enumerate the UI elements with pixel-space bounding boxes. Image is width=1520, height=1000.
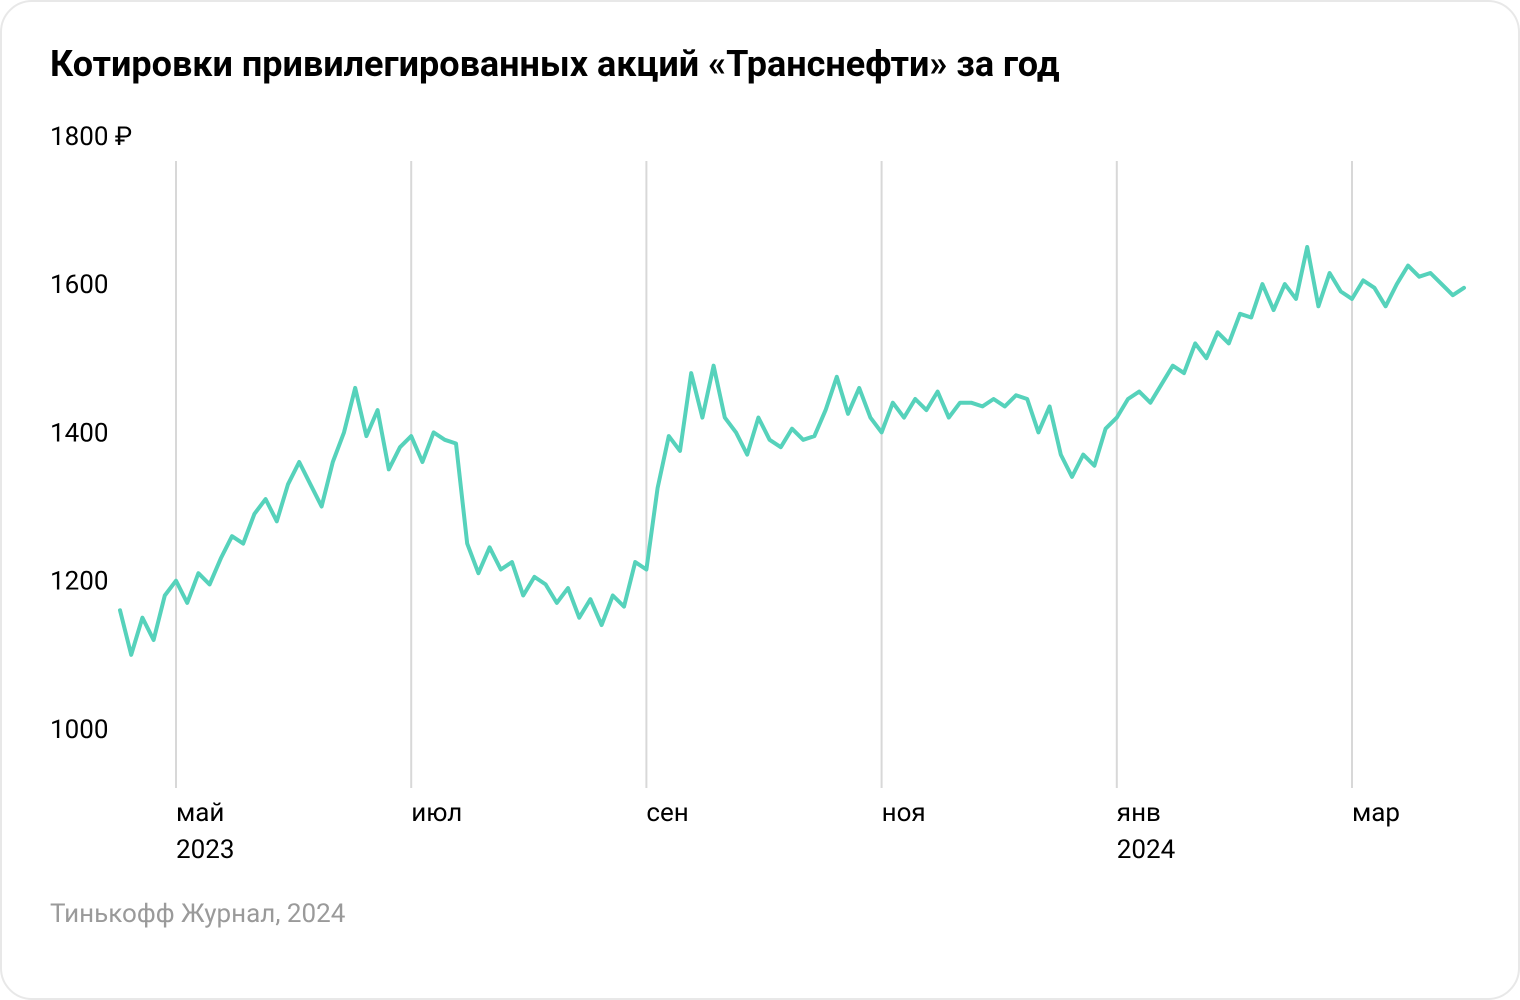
chart-area: 1000 1200 1400 1600 1800 ₽ май 2023 июл сен ноя ян…: [50, 111, 1470, 871]
x-axis-year-label: 2023: [176, 835, 234, 865]
chart-title: Котировки привилегированных акций «Транс…: [50, 42, 1470, 87]
x-axis-year-label: 2024: [1117, 835, 1176, 865]
y-axis-label: 1000: [50, 715, 108, 745]
chart-card: Котировки привилегированных акций «Транс…: [0, 0, 1520, 1000]
y-axis-label: 1800 ₽: [50, 122, 132, 152]
y-axis-label: 1600: [50, 270, 108, 300]
y-axis-label: 1200: [50, 567, 108, 597]
x-axis-month-label: ноя: [882, 798, 926, 828]
x-axis-month-label: мар: [1352, 798, 1400, 828]
x-axis-month-label: сен: [646, 798, 688, 828]
x-axis-month-label: май: [176, 798, 224, 828]
price-line: [120, 247, 1464, 655]
line-chart-svg: 1000 1200 1400 1600 1800 ₽ май 2023 июл сен ноя ян…: [50, 111, 1474, 871]
x-axis-month-label: июл: [411, 798, 462, 828]
chart-footer: Тинькофф Журнал, 2024: [50, 899, 1470, 929]
x-axis-month-label: янв: [1117, 798, 1161, 828]
y-axis-label: 1400: [50, 418, 108, 448]
